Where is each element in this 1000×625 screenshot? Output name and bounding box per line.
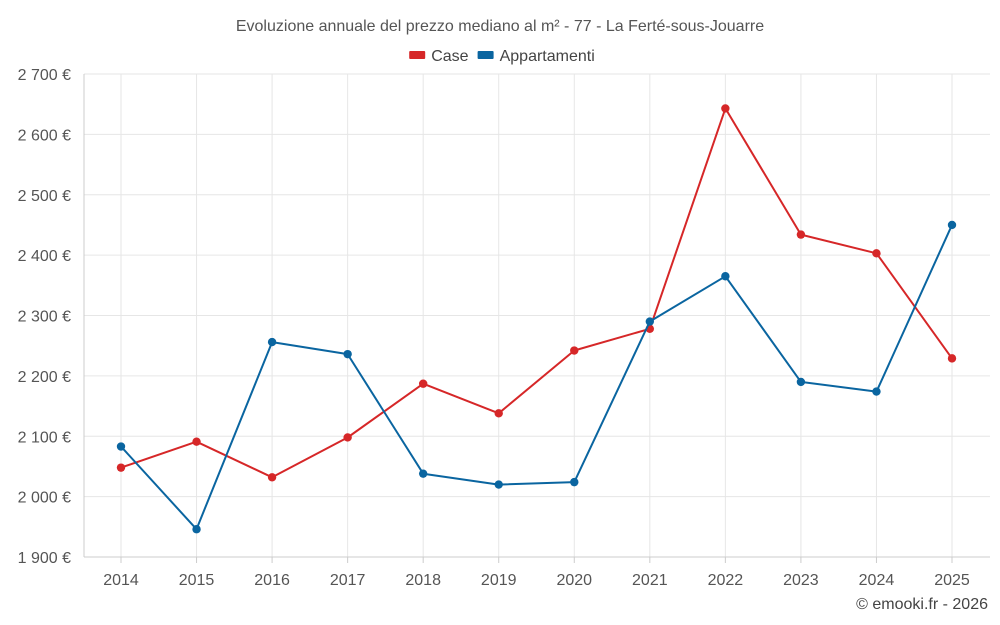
legend: Case Appartamenti [409,48,595,65]
legend-item-appartamenti[interactable]: Appartamenti [477,48,595,65]
credit-text: © emooki.fr - 2026 [856,596,988,613]
grid [84,73,990,558]
legend-swatch-appartamenti [477,51,494,59]
chart-title: Evoluzione annuale del prezzo mediano al… [236,18,764,35]
data-point-appartamenti[interactable] [721,272,730,281]
data-point-appartamenti[interactable] [418,469,428,478]
y-tick-label: 2 600 € [18,127,71,144]
y-tick-label: 2 000 € [18,490,71,507]
x-tick-label: 2025 [934,572,970,589]
data-point-appartamenti[interactable] [267,337,277,347]
data-point-appartamenti[interactable] [494,480,503,489]
x-tick-label: 2017 [330,572,366,589]
data-point-case[interactable] [494,409,503,418]
data-point-case[interactable] [721,104,730,113]
x-tick-label: 2024 [859,572,895,589]
y-tick-label: 2 700 € [18,67,71,84]
y-tick-label: 2 100 € [18,429,71,446]
x-tick-label: 2021 [632,572,668,589]
y-tick-label: 2 200 € [18,369,71,386]
data-point-appartamenti[interactable] [796,377,806,387]
data-point-appartamenti[interactable] [192,525,201,534]
data-point-case[interactable] [116,463,126,472]
data-point-case[interactable] [872,249,881,258]
series-case [116,104,957,482]
series-appartamenti [116,220,957,534]
series-line-appartamenti [120,224,953,531]
y-tick-label: 2 400 € [18,248,71,265]
data-point-appartamenti[interactable] [116,442,126,451]
x-tick-label: 2018 [405,572,441,589]
data-point-case[interactable] [267,473,277,482]
data-point-case[interactable] [947,354,957,363]
y-tick-label: 1 900 € [18,550,71,567]
legend-swatch-case [409,51,426,59]
y-tick-label: 2 500 € [18,188,71,205]
data-point-appartamenti[interactable] [872,387,881,396]
data-point-case[interactable] [343,433,352,442]
data-point-appartamenti[interactable] [343,349,352,359]
series-layer [116,104,957,534]
y-tick-label: 2 300 € [18,309,71,326]
data-point-appartamenti[interactable] [947,220,957,230]
x-tick-label: 2022 [708,572,744,589]
series-line-case [120,107,953,479]
legend-label-appartamenti: Appartamenti [500,48,595,65]
legend-label-case: Case [431,48,468,65]
axes: 1 900 € 2 000 € 2 100 € 2 200 € 2 300 € 2 400… [18,67,990,589]
data-point-appartamenti[interactable] [570,477,579,487]
x-tick-label: 2014 [103,572,139,589]
legend-item-case[interactable]: Case [409,48,469,65]
x-tick-label: 2020 [556,572,592,589]
x-tick-label: 2016 [254,572,290,589]
data-point-case[interactable] [570,346,579,355]
x-tick-label: 2019 [481,572,517,589]
data-point-case[interactable] [192,437,201,446]
x-tick-label: 2015 [179,572,215,589]
data-point-case[interactable] [418,379,428,388]
data-point-appartamenti[interactable] [645,317,655,326]
x-tick-label: 2023 [783,572,819,589]
data-point-case[interactable] [796,230,806,239]
